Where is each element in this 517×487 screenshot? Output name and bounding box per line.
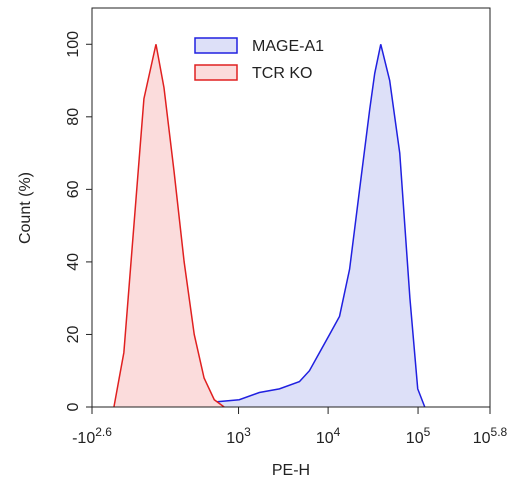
plot-frame	[91, 7, 491, 408]
x-tick-base: 10	[316, 430, 334, 447]
x-tick-base: 10	[226, 430, 244, 447]
legend-swatch	[194, 64, 238, 81]
legend-label: TCR KO	[252, 65, 312, 82]
x-tick-exponent: 3	[244, 425, 251, 439]
legend-label: MAGE-A1	[252, 38, 324, 55]
y-tick-label: 0	[65, 402, 82, 411]
line	[169, 44, 426, 408]
x-tick-base: 10	[473, 430, 491, 447]
x-tick-label: 105	[406, 425, 431, 447]
legend-swatch	[194, 37, 238, 54]
area	[113, 44, 225, 407]
x-tick-label: 103	[226, 425, 251, 447]
line	[113, 44, 225, 408]
x-tick-exponent: 5.8	[491, 425, 508, 439]
y-tick-label: 80	[65, 108, 82, 126]
x-tick-base: 10	[406, 430, 424, 447]
y-tick-label: 60	[65, 180, 82, 198]
y-tick-label: 40	[65, 253, 82, 271]
x-axis-label: PE-H	[272, 462, 310, 479]
x-tick-exponent: 5	[424, 425, 431, 439]
x-tick-label: -102.6	[72, 425, 112, 447]
y-tick-label: 100	[65, 31, 82, 58]
x-tick-exponent: 4	[334, 425, 341, 439]
y-tick-label: 20	[65, 325, 82, 343]
area	[169, 44, 425, 407]
y-axis-label: Count (%)	[17, 172, 34, 244]
x-tick-label: 105.8	[473, 425, 508, 447]
x-tick-exponent: 2.6	[95, 425, 112, 439]
x-tick-label: 104	[316, 425, 341, 447]
x-tick-base: -10	[72, 430, 95, 447]
